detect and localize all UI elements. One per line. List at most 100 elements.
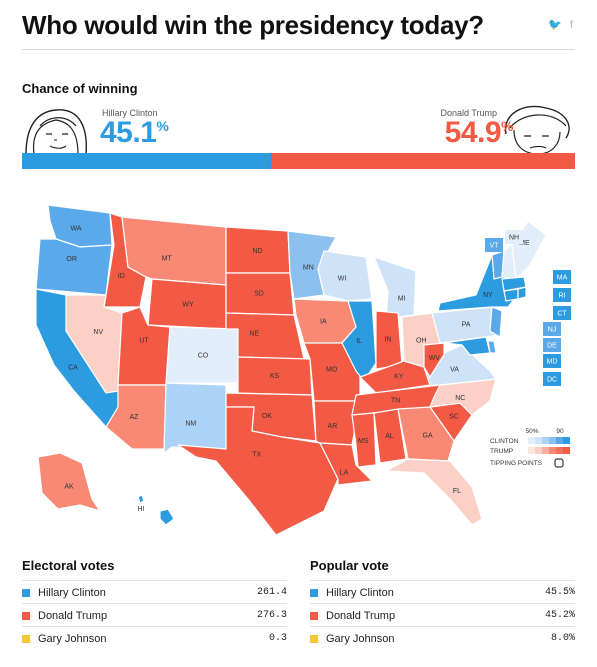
- state-ct[interactable]: [503, 288, 519, 302]
- legend-trump-swatch: [528, 447, 535, 454]
- state-label-in: IN: [385, 337, 392, 344]
- state-label-nv: NV: [93, 329, 103, 336]
- state-box-md[interactable]: [543, 354, 561, 368]
- state-box-dc[interactable]: [543, 372, 561, 386]
- state-fl[interactable]: [383, 458, 483, 526]
- state-box-ri[interactable]: [553, 288, 571, 302]
- state-label-tn: TN: [391, 398, 400, 405]
- state-label-ne: NE: [249, 331, 259, 338]
- legend-clinton-swatch: [563, 437, 570, 444]
- state-label-id: ID: [118, 273, 125, 280]
- state-box-ct[interactable]: [553, 306, 571, 320]
- state-ms[interactable]: [351, 412, 377, 468]
- share-buttons[interactable]: 🐦 f: [540, 18, 573, 31]
- chance-heading: Chance of winning: [22, 81, 138, 96]
- state-label-ok: OK: [262, 413, 272, 420]
- chance-bar: [22, 153, 575, 169]
- legend-clinton-swatch: [535, 437, 542, 444]
- legend-trump-label: TRUMP: [490, 448, 513, 455]
- state-me[interactable]: [511, 220, 547, 281]
- state-ak[interactable]: [37, 452, 102, 513]
- state-label-ut: UT: [139, 337, 149, 344]
- state-ga[interactable]: [397, 406, 455, 462]
- state-nm[interactable]: [163, 382, 227, 455]
- state-label-sd: SD: [254, 291, 264, 298]
- state-md[interactable]: [443, 336, 491, 356]
- state-label-mn: MN: [303, 264, 314, 271]
- state-label-ak: AK: [64, 483, 74, 490]
- state-label-ks: KS: [270, 373, 280, 380]
- state-label-hi: HI: [138, 506, 145, 513]
- legend-clinton-swatch: [528, 437, 535, 444]
- state-label-il: IL: [356, 338, 362, 345]
- electoral-map[interactable]: WA OR CA ID NV MT WY UT AZ CO NM ND SD NE KS OK TX MN IA MO…: [20, 195, 580, 535]
- state-box-label-vt: VT: [490, 243, 500, 250]
- candidate-swatch: [22, 611, 30, 620]
- state-label-ms: MS: [358, 438, 369, 445]
- state-label-ar: AR: [328, 423, 338, 430]
- legend-clinton-swatch: [549, 437, 556, 444]
- legend-clinton-swatch: [556, 437, 563, 444]
- state-box-label-md: MD: [547, 359, 558, 366]
- state-nc[interactable]: [429, 378, 497, 416]
- electoral-votes-heading: Electoral votes: [22, 558, 115, 573]
- candidate-swatch: [310, 634, 318, 643]
- state-ri[interactable]: [517, 286, 527, 300]
- state-label-pa: PA: [462, 322, 471, 329]
- state-label-ga: GA: [423, 432, 433, 439]
- state-label-me: ME: [519, 240, 530, 247]
- clinton-chance: 45.1%: [100, 116, 169, 149]
- electoral-votes-value: 261.4: [256, 587, 287, 598]
- state-box-ma[interactable]: [553, 270, 571, 284]
- state-nj[interactable]: [489, 306, 503, 339]
- state-label-ca: CA: [68, 365, 78, 372]
- state-label-sc: SC: [449, 414, 459, 421]
- state-box-nh[interactable]: [505, 230, 523, 244]
- state-label-nc: NC: [455, 395, 465, 402]
- state-hi[interactable]: [137, 494, 145, 504]
- state-la[interactable]: [318, 442, 374, 486]
- legend-pct-low: 50%: [525, 428, 538, 435]
- state-label-or: OR: [66, 256, 77, 263]
- trump-name: Donald Trump: [440, 108, 497, 118]
- legend-trump-swatch: [542, 447, 549, 454]
- state-label-mo: MO: [326, 367, 338, 374]
- legend-trump-swatch: [563, 447, 570, 454]
- candidate-name: Hillary Clinton: [326, 586, 394, 599]
- state-label-ky: KY: [394, 374, 404, 381]
- electoral-votes-value: 0.3: [268, 633, 287, 644]
- twitter-icon[interactable]: 🐦: [548, 19, 562, 31]
- state-mi[interactable]: [372, 256, 417, 320]
- state-label-ia: IA: [320, 318, 327, 325]
- state-label-nm: NM: [185, 420, 196, 427]
- state-box-vt[interactable]: [485, 238, 503, 252]
- candidate-swatch: [310, 588, 318, 597]
- state-box-label-de: DE: [547, 343, 557, 350]
- state-box-label-ri: RI: [559, 293, 566, 300]
- state-il[interactable]: [341, 300, 377, 383]
- legend-pct-high: 90: [556, 428, 564, 435]
- legend-clinton-swatch: [542, 437, 549, 444]
- state-al[interactable]: [373, 408, 407, 464]
- tipping-point-toggle[interactable]: [554, 458, 564, 468]
- state-ne[interactable]: [225, 312, 305, 360]
- candidate-name: Donald Trump: [38, 609, 108, 622]
- legend-trump-swatch: [535, 447, 542, 454]
- state-box-label-ma: MA: [557, 275, 568, 282]
- state-label-ny: NY: [483, 292, 493, 299]
- candidate-name: Hillary Clinton: [38, 586, 106, 599]
- trump-chance: 54.9%: [444, 116, 514, 149]
- popular-vote-heading: Popular vote: [310, 558, 389, 573]
- state-box-nj[interactable]: [543, 322, 561, 336]
- state-box-de[interactable]: [543, 338, 561, 352]
- candidate-name: Donald Trump: [326, 609, 396, 622]
- state-tx[interactable]: [177, 406, 339, 535]
- state-or[interactable]: [35, 238, 113, 296]
- popular-vote-value: 45.2%: [544, 610, 575, 621]
- electoral-votes-value: 276.3: [256, 610, 287, 621]
- facebook-icon[interactable]: f: [569, 19, 573, 31]
- state-label-az: AZ: [130, 414, 140, 421]
- state-box-label-nj: NJ: [548, 327, 557, 334]
- state-label-wv: WV: [429, 355, 441, 362]
- title-divider: [22, 49, 575, 50]
